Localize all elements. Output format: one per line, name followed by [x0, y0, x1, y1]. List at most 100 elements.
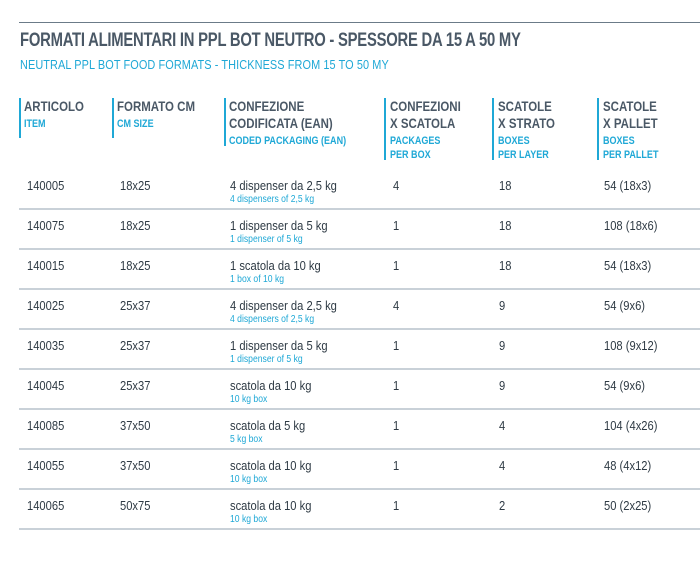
header-size-label: FORMATO CM — [117, 98, 196, 114]
table-row: 140085 37x50 scatola da 5 kg 5 kg box 1 … — [19, 410, 700, 450]
boxes-per-layer: 4 — [499, 458, 506, 473]
header-packaging-label-en: CODED PACKAGING (EAN) — [229, 135, 347, 147]
item-code: 140015 — [27, 258, 65, 273]
header-layer-label-en-2: PER LAYER — [498, 149, 549, 161]
boxes-per-layer: 9 — [499, 298, 506, 313]
packages-per-box: 1 — [393, 458, 400, 473]
item-code: 140065 — [27, 498, 65, 513]
packaging: 1 dispenser da 5 kg — [230, 218, 328, 233]
size: 25x37 — [120, 298, 151, 313]
packaging-en: 5 kg box — [230, 434, 263, 445]
packaging-en: 4 dispensers of 2,5 kg — [230, 314, 315, 325]
boxes-per-pallet: 50 (2x25) — [604, 498, 652, 513]
packages-per-box: 4 — [393, 298, 400, 313]
header-item-label: ARTICOLO — [24, 98, 84, 114]
packaging-en: 1 dispenser of 5 kg — [230, 354, 303, 365]
boxes-per-pallet: 104 (4x26) — [604, 418, 658, 433]
boxes-per-layer: 2 — [499, 498, 506, 513]
header-divider — [112, 98, 114, 138]
size: 18x25 — [120, 178, 151, 193]
packages-per-box: 1 — [393, 338, 400, 353]
page-title: FORMATI ALIMENTARI IN PPL BOT NEUTRO - S… — [20, 30, 521, 51]
page-subtitle: NEUTRAL PPL BOT FOOD FORMATS - THICKNESS… — [20, 57, 389, 72]
header-packages-per-box: CONFEZIONI X SCATOLA PACKAGES PER BOX — [390, 98, 476, 162]
table-row: 140035 25x37 1 dispenser da 5 kg 1 dispe… — [19, 330, 700, 370]
packaging: 1 scatola da 10 kg — [230, 258, 321, 273]
header-layer-label: SCATOLE — [498, 98, 552, 114]
header-divider — [384, 98, 386, 160]
boxes-per-pallet: 48 (4x12) — [604, 458, 652, 473]
table-row: 140055 37x50 scatola da 10 kg 10 kg box … — [19, 450, 700, 490]
item-code: 140035 — [27, 338, 65, 353]
packaging: 1 dispenser da 5 kg — [230, 338, 328, 353]
packages-per-box: 1 — [393, 498, 400, 513]
table-header: ARTICOLO ITEM FORMATO CM CM SIZE CONFEZI… — [0, 98, 700, 168]
packaging-en: 1 dispenser of 5 kg — [230, 234, 303, 245]
header-pallet-label-en-2: PER PALLET — [603, 149, 659, 161]
size: 25x37 — [120, 338, 151, 353]
boxes-per-layer: 18 — [499, 178, 512, 193]
header-packages-label-en-2: PER BOX — [390, 149, 431, 161]
header-packages-label-2: X SCATOLA — [390, 115, 456, 131]
size: 37x50 — [120, 458, 151, 473]
boxes-per-pallet: 54 (9x6) — [604, 298, 646, 313]
header-pallet-label-2: X PALLET — [603, 115, 658, 131]
header-layer-label-2: X STRATO — [498, 115, 555, 131]
boxes-per-layer: 9 — [499, 338, 506, 353]
packaging: 4 dispenser da 2,5 kg — [230, 298, 337, 313]
packaging: scatola da 10 kg — [230, 458, 312, 473]
header-pallet-label-en: BOXES — [603, 135, 635, 147]
item-code: 140005 — [27, 178, 65, 193]
item-code: 140045 — [27, 378, 65, 393]
packaging-en: 10 kg box — [230, 474, 268, 485]
packaging: scatola da 5 kg — [230, 418, 306, 433]
packaging: 4 dispenser da 2,5 kg — [230, 178, 337, 193]
boxes-per-pallet: 54 (18x3) — [604, 258, 652, 273]
header-item-label-en: ITEM — [24, 118, 46, 130]
size: 18x25 — [120, 218, 151, 233]
header-divider — [492, 98, 494, 160]
header-layer-label-en: BOXES — [498, 135, 530, 147]
size: 25x37 — [120, 378, 151, 393]
packaging-en: 10 kg box — [230, 394, 268, 405]
table-body: 140005 18x25 4 dispenser da 2,5 kg 4 dis… — [19, 170, 700, 530]
header-boxes-per-layer: SCATOLE X STRATO BOXES PER LAYER — [498, 98, 568, 162]
size: 50x75 — [120, 498, 151, 513]
header-packaging-label-2: CODIFICATA (EAN) — [229, 115, 333, 131]
size: 37x50 — [120, 418, 151, 433]
header-pallet-label: SCATOLE — [603, 98, 657, 114]
header-size: FORMATO CM CM SIZE — [117, 98, 212, 131]
size: 18x25 — [120, 258, 151, 273]
table-row: 140025 25x37 4 dispenser da 2,5 kg 4 dis… — [19, 290, 700, 330]
item-code: 140025 — [27, 298, 65, 313]
item-code: 140055 — [27, 458, 65, 473]
boxes-per-layer: 4 — [499, 418, 506, 433]
boxes-per-pallet: 54 (18x3) — [604, 178, 652, 193]
top-rule — [19, 22, 700, 23]
packages-per-box: 1 — [393, 218, 400, 233]
header-divider — [19, 98, 21, 138]
header-packaging: CONFEZIONE CODIFICATA (EAN) CODED PACKAG… — [229, 98, 372, 148]
packaging: scatola da 10 kg — [230, 498, 312, 513]
item-code: 140075 — [27, 218, 65, 233]
packaging: scatola da 10 kg — [230, 378, 312, 393]
header-item: ARTICOLO ITEM — [24, 98, 97, 131]
packages-per-box: 1 — [393, 258, 400, 273]
packages-per-box: 1 — [393, 378, 400, 393]
header-packaging-label: CONFEZIONE — [229, 98, 305, 114]
boxes-per-pallet: 108 (18x6) — [604, 218, 658, 233]
packaging-en: 4 dispensers of 2,5 kg — [230, 194, 315, 205]
table-row: 140005 18x25 4 dispenser da 2,5 kg 4 dis… — [19, 170, 700, 210]
table-row: 140075 18x25 1 dispenser da 5 kg 1 dispe… — [19, 210, 700, 250]
boxes-per-layer: 18 — [499, 258, 512, 273]
header-divider — [597, 98, 599, 160]
header-size-label-en: CM SIZE — [117, 118, 154, 130]
header-packages-label-en: PACKAGES — [390, 135, 441, 147]
header-divider — [224, 98, 226, 146]
boxes-per-pallet: 108 (9x12) — [604, 338, 658, 353]
table-row: 140045 25x37 scatola da 10 kg 10 kg box … — [19, 370, 700, 410]
item-code: 140085 — [27, 418, 65, 433]
header-packages-label: CONFEZIONI — [390, 98, 461, 114]
packaging-en: 1 box of 10 kg — [230, 274, 285, 285]
packaging-en: 10 kg box — [230, 514, 268, 525]
